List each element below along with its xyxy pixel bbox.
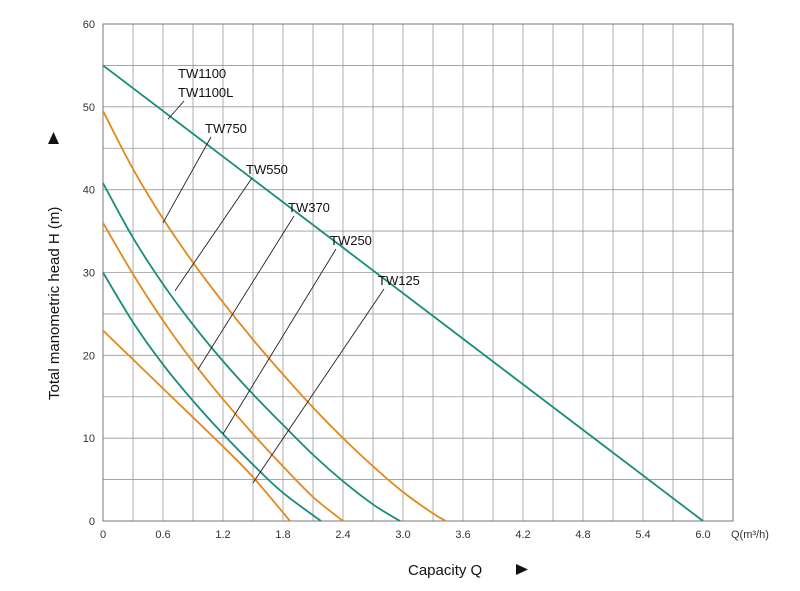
series-label: TW550 [246,162,288,177]
x-tick-label: 1.2 [215,529,230,541]
x-tick-label: 4.2 [515,529,530,541]
y-tick-label: 20 [83,350,95,362]
y-tick-label: 30 [83,268,95,280]
y-tick-label: 50 [83,102,95,114]
x-tick-label: 0 [100,529,106,541]
x-axis-title-text: Capacity Q [408,562,482,579]
grid [102,23,734,522]
series-curve-tw370 [102,222,344,522]
performance-curves [102,64,704,522]
series-labels: TW1100 TW1100L TW750 TW550 TW370 TW250 TW125 [178,66,420,288]
leader-line [222,248,337,435]
series-label: TW250 [330,233,372,248]
label-leaders [162,100,385,484]
y-axis-title: Total manometric head H (m) [46,132,63,400]
x-tick-label: 6.0 [695,529,710,541]
y-tick-label: 0 [89,516,95,528]
series-curve-tw250 [102,272,322,522]
x-tick-label: 2.4 [335,529,350,541]
x-unit-label: Q(m³/h) [731,529,769,541]
leader-line [197,215,295,370]
x-axis-title: Capacity Q [408,562,528,579]
series-curve-tw750 [102,110,447,522]
series-label: TW370 [288,200,330,215]
series-label: TW750 [205,121,247,136]
leader-line [162,136,212,224]
x-tick-label: 5.4 [635,529,650,541]
up-arrow-icon [48,132,59,144]
series-label: TW1100L [178,85,233,100]
series-label: TW125 [378,273,420,288]
x-tick-label: 1.8 [275,529,290,541]
y-axis-title-text: Total manometric head H (m) [46,207,63,400]
tick-labels: 0 0.6 1.2 1.8 2.4 3.0 3.6 4.2 4.8 5.4 6.0 0 10 20 30 40… [83,19,711,541]
series-curve-tw1100 [102,64,704,522]
series-curve-tw125 [102,329,291,522]
right-arrow-icon [516,564,528,575]
leader-line [167,100,185,120]
y-tick-label: 60 [83,19,95,31]
y-tick-label: 10 [83,433,95,445]
leader-line [252,288,385,484]
leader-line [174,177,253,291]
y-tick-label: 40 [83,185,95,197]
series-curve-tw550 [102,182,401,522]
x-tick-label: 3.0 [395,529,410,541]
x-tick-label: 3.6 [455,529,470,541]
x-tick-label: 0.6 [155,529,170,541]
series-label: TW1100 [178,66,226,81]
x-tick-label: 4.8 [575,529,590,541]
